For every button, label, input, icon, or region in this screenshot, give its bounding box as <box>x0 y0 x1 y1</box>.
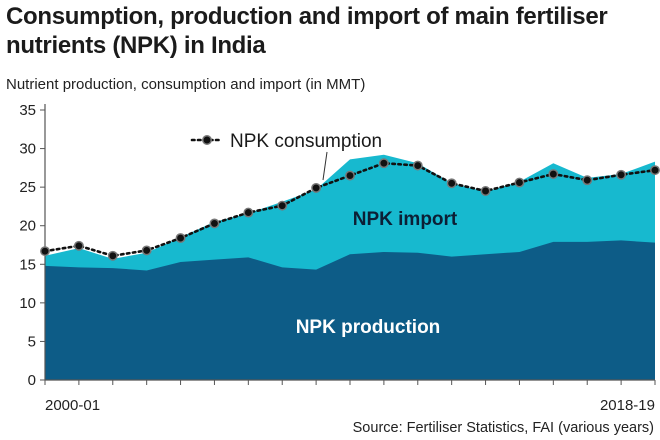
y-tick-label: 20 <box>19 218 36 235</box>
plot-areas <box>45 154 655 380</box>
consumption-point <box>650 165 660 176</box>
legend-consumption: NPK consumption <box>190 131 382 181</box>
consumption-point <box>378 158 389 169</box>
consumption-point <box>40 246 50 257</box>
production-area-label: NPK production <box>296 317 441 338</box>
x-tick-label-end: 2018-19 <box>600 397 655 414</box>
axes: 0 5 10 15 20 25 30 35 2000-01 2018-19 <box>19 102 656 414</box>
consumption-point <box>311 182 322 193</box>
consumption-point <box>412 160 423 171</box>
consumption-point <box>548 169 559 179</box>
import-area-label: NPK import <box>353 209 458 230</box>
y-tick-label: 35 <box>19 102 36 119</box>
consumption-point <box>73 240 84 251</box>
x-tick-label-start: 2000-01 <box>45 397 100 414</box>
consumption-point <box>175 233 186 244</box>
legend-consumption-marker <box>202 135 212 145</box>
y-tick-label: 25 <box>19 179 36 196</box>
consumption-point <box>345 170 355 181</box>
consumption-point <box>209 218 220 229</box>
series-labels: NPK consumption NPK import NPK productio… <box>190 131 458 338</box>
y-tick-label: 0 <box>28 372 36 389</box>
production-area <box>45 240 655 380</box>
consumption-point <box>107 250 118 261</box>
consumption-point <box>446 178 457 189</box>
legend-pointer-line <box>322 151 328 181</box>
consumption-point <box>514 177 525 188</box>
y-tick-label: 15 <box>19 256 36 273</box>
consumption-point <box>582 175 593 186</box>
consumption-point <box>480 186 491 196</box>
chart-title: Consumption, production and import of ma… <box>6 3 608 59</box>
consumption-point <box>616 169 627 180</box>
source-note: Source: Fertiliser Statistics, FAI (vari… <box>352 420 654 436</box>
consumption-point <box>243 207 254 218</box>
consumption-point <box>277 200 288 211</box>
y-tick-label: 30 <box>19 141 36 158</box>
y-tick-label: 10 <box>19 295 36 312</box>
legend-consumption-label: NPK consumption <box>230 131 382 152</box>
y-tick-label: 5 <box>28 333 36 350</box>
chart-subtitle: Nutrient production, consumption and imp… <box>6 76 366 93</box>
consumption-point <box>141 245 152 256</box>
consumption-layer <box>40 158 660 261</box>
